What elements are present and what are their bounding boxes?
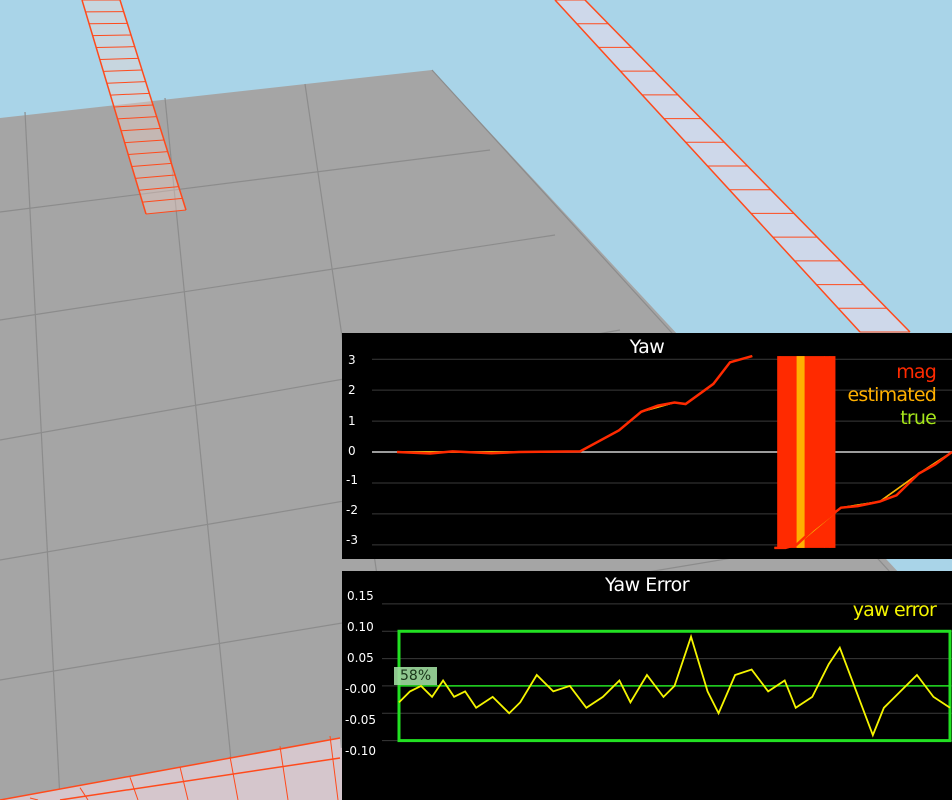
yaw-ytick: -2 <box>346 503 358 517</box>
legend-mag: mag <box>896 361 937 383</box>
ribbon-rung <box>179 766 189 800</box>
yaw-ytick: 0 <box>348 444 356 458</box>
yaw-error-ytick: 0.05 <box>347 651 374 665</box>
yaw-error-plot-title: Yaw Error <box>604 574 690 596</box>
ribbon-rung <box>106 81 146 84</box>
yaw-series-mag <box>396 354 753 455</box>
yaw-plot-panel: Yaw mag estimated true 3 2 1 0 -1 -2 -3 <box>342 333 952 559</box>
trajectory-ribbon-left <box>81 0 187 215</box>
ribbon-rung <box>92 34 132 37</box>
ribbon-rung <box>128 151 168 156</box>
yaw-ytick: -3 <box>346 533 358 547</box>
ribbon-rung <box>279 746 289 800</box>
ribbon-rung <box>135 174 176 179</box>
trajectory-ribbon-bottom <box>0 735 345 800</box>
ribbon-rung <box>121 127 161 132</box>
ribbon-rung <box>103 69 143 72</box>
pass-percentage-badge: 58% <box>394 667 438 685</box>
yaw-plot-legend: mag estimated true <box>847 361 937 430</box>
ribbon-rung <box>96 46 135 49</box>
ribbon-rung <box>79 787 89 800</box>
ribbon-rung <box>131 162 172 167</box>
yaw-ytick: 2 <box>348 383 356 397</box>
ribbon-rung <box>110 92 150 96</box>
legend-estimated: estimated <box>847 384 937 406</box>
ribbon-rung <box>129 777 139 800</box>
ribbon-rung <box>145 209 187 215</box>
ribbon-rung <box>124 139 165 144</box>
yaw-error-ytick: -0.00 <box>345 682 377 696</box>
trajectory-ribbon-right <box>554 0 911 333</box>
ribbon-rung <box>138 186 179 191</box>
yaw-error-plot-panel: Yaw Error yaw error 0.15 0.10 0.05 -0.00… <box>342 571 952 800</box>
ribbon-rung <box>117 116 157 120</box>
ribbon-rung <box>99 57 139 60</box>
yaw-ytick: -1 <box>346 473 358 487</box>
yaw-error-series-line <box>398 633 951 738</box>
legend-yaw-error: yaw error <box>852 599 937 621</box>
yaw-error-ytick: 0.15 <box>347 589 374 603</box>
yaw-plot-canvas <box>372 354 952 550</box>
ribbon-rung <box>229 756 239 800</box>
yaw-plot-title: Yaw <box>629 336 665 358</box>
yaw-error-plot-canvas <box>382 603 952 743</box>
yaw-series-true <box>397 355 753 453</box>
ribbon-rung <box>113 104 154 108</box>
ribbon-rung <box>329 735 339 800</box>
yaw-error-plot-legend: yaw error <box>852 599 937 622</box>
ribbon-rung <box>142 197 183 203</box>
yaw-mag-wrap-band <box>777 356 836 548</box>
yaw-estimated-wrap-band <box>796 356 805 548</box>
yaw-ytick: 3 <box>348 353 356 367</box>
yaw-series-estimated <box>397 355 753 453</box>
yaw-error-ytick: -0.05 <box>345 713 377 727</box>
yaw-ytick: 1 <box>348 414 356 428</box>
yaw-error-ytick: 0.10 <box>347 620 374 634</box>
legend-true: true <box>900 407 937 429</box>
yaw-error-ytick: -0.10 <box>345 744 377 758</box>
yaw-series-mag <box>774 450 952 550</box>
